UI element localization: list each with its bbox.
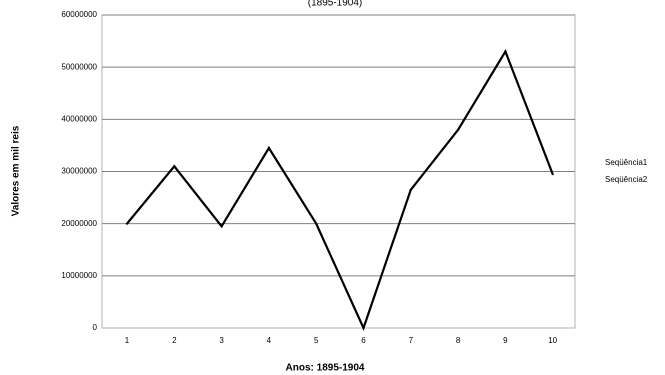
y-tick-label: 60000000 bbox=[61, 10, 97, 19]
legend-label-series-2: Seqüência2 bbox=[605, 175, 648, 184]
data-point bbox=[362, 326, 365, 330]
data-point bbox=[125, 222, 129, 225]
series-line-1 bbox=[126, 49, 554, 331]
x-tick-label: 2 bbox=[172, 336, 177, 345]
data-point bbox=[267, 146, 270, 150]
y-tick-label: 40000000 bbox=[61, 114, 97, 123]
data-point bbox=[409, 188, 412, 191]
y-axis-ticks: 0 10000000 20000000 30000000 40000000 5000000… bbox=[61, 10, 97, 332]
plot-area: 0 10000000 20000000 30000000 40000000 5000000… bbox=[61, 10, 576, 345]
y-tick-label: 50000000 bbox=[61, 62, 97, 71]
x-tick-label: 4 bbox=[267, 336, 272, 345]
chart-subtitle: (1895-1904) bbox=[308, 0, 362, 9]
data-point bbox=[315, 222, 318, 225]
data-point bbox=[173, 165, 176, 168]
legend-label-series-1: Seqüência1 bbox=[605, 158, 648, 167]
x-tick-label: 3 bbox=[219, 336, 224, 345]
data-point bbox=[551, 173, 554, 176]
data-point bbox=[504, 50, 507, 53]
x-tick-label: 7 bbox=[409, 336, 414, 345]
x-tick-label: 8 bbox=[456, 336, 461, 345]
x-axis-title: Anos: 1895-1904 bbox=[286, 363, 365, 374]
data-point bbox=[457, 128, 460, 131]
y-tick-label: 30000000 bbox=[61, 167, 97, 176]
x-tick-label: 6 bbox=[361, 336, 366, 345]
series-lines bbox=[125, 49, 554, 331]
x-tick-label: 10 bbox=[548, 336, 557, 345]
y-tick-label: 20000000 bbox=[61, 219, 97, 228]
legend: Seqüência1 Seqüência2 bbox=[605, 158, 648, 184]
x-tick-label: 9 bbox=[503, 336, 508, 345]
x-tick-label: 5 bbox=[314, 336, 319, 345]
y-tick-label: 0 bbox=[93, 323, 98, 332]
data-point bbox=[220, 225, 223, 228]
y-axis-title: Valores em mil reis bbox=[11, 125, 22, 216]
x-axis-ticks: 1 2 3 4 5 6 7 8 9 10 bbox=[125, 336, 558, 345]
x-tick-label: 1 bbox=[125, 336, 130, 345]
y-tick-label: 10000000 bbox=[61, 271, 97, 280]
